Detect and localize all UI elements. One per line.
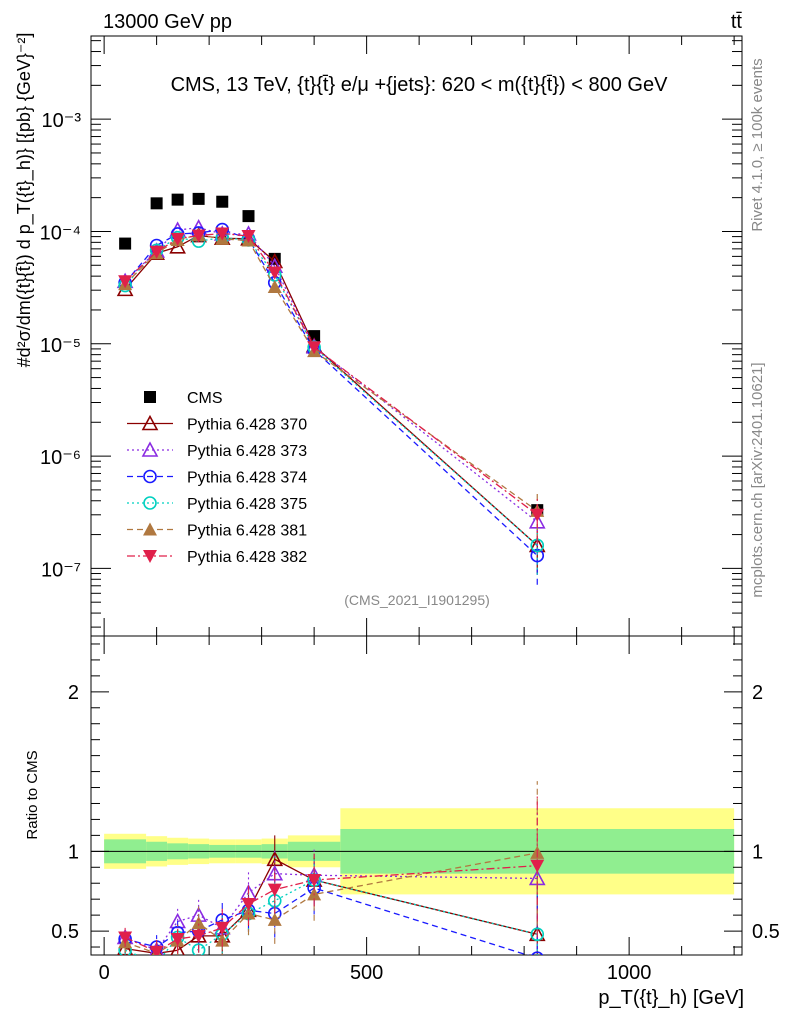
main-panel: CMS, 13 TeV, {t}{t̄} e/μ +{jets}: 620 < …	[14, 33, 743, 637]
data-point	[171, 193, 184, 206]
ratio-point	[530, 927, 545, 942]
y-tick-label: 10⁻⁵	[40, 335, 81, 357]
x-tick-label: 0	[99, 962, 110, 984]
legend: CMS Pythia 6.428 370 Pythia 6.428 373 Pythi…	[127, 390, 307, 566]
ratio-point	[191, 916, 206, 930]
y-tick-label: 10⁻³	[42, 110, 82, 132]
legend-label: Pythia 6.428 375	[187, 496, 307, 513]
x-tick-label: 1000	[607, 962, 652, 984]
ratio-axis-label: Ratio to CMS	[24, 750, 41, 839]
data-point	[119, 237, 132, 250]
ratio-y-tick-label: 2	[68, 682, 79, 704]
data-point	[118, 275, 133, 289]
legend-label: Pythia 6.428 370	[187, 417, 307, 434]
legend-marker	[141, 441, 159, 457]
data-point	[170, 232, 185, 246]
ratio-y-tick-label: 2	[752, 682, 763, 704]
ratio-pythia-6-428-382	[118, 793, 545, 955]
legend-label: CMS	[187, 390, 223, 407]
data-point	[242, 210, 255, 223]
ratio-point	[191, 943, 206, 955]
data-point	[192, 192, 205, 205]
series-pythia-6-428-374	[118, 222, 545, 585]
series-line	[124, 227, 538, 523]
x-axis-label: p_T({t}_h) [GeV]	[598, 987, 744, 1009]
legend-marker	[143, 550, 157, 563]
y-axis-label: #d²σ/dm({t}{t̄}) d p_T({t}_h)} [{pb} {Ge…	[14, 33, 35, 368]
legend-label: Pythia 6.428 373	[187, 443, 307, 460]
mcplots-label: mcplots.cern.ch [arXiv:2401.10621]	[749, 362, 766, 597]
ratio-point	[267, 912, 282, 926]
ratio-point	[170, 941, 185, 955]
ratio-frame	[90, 635, 743, 956]
y-tick-label: 10⁻⁷	[41, 559, 81, 581]
y-tick-label: 10⁻⁶	[40, 447, 81, 469]
series-cms	[119, 192, 544, 517]
header-right: tt̄	[731, 11, 743, 33]
ratio-point	[241, 897, 256, 911]
data-point	[267, 266, 282, 280]
ratio-series-group	[116, 781, 546, 969]
x-tick-label: 500	[350, 962, 383, 984]
data-point	[216, 195, 229, 208]
legend-marker	[144, 391, 156, 403]
ratio-point	[215, 921, 230, 935]
legend-label: Pythia 6.428 381	[187, 523, 307, 540]
data-point	[307, 341, 322, 355]
analysis-watermark: (CMS_2021_I1901295)	[344, 592, 490, 608]
ratio-line	[124, 872, 538, 952]
data-point	[267, 280, 282, 294]
ratio-point	[118, 931, 133, 945]
data-point	[215, 227, 230, 241]
legend-marker	[143, 496, 157, 510]
ratio-y-tick-label: 1	[68, 841, 79, 863]
series-pythia-6-428-382	[118, 227, 545, 544]
ratio-y-tick-label: 0.5	[752, 921, 780, 943]
rivet-label: Rivet 4.1.0, ≥ 100k events	[749, 58, 766, 231]
ratio-point	[149, 945, 164, 955]
ratio-y-tick-label: 1	[752, 841, 763, 863]
plot-title: CMS, 13 TeV, {t}{t̄} e/μ +{jets}: 620 < …	[171, 74, 669, 96]
header-left: 13000 GeV pp	[103, 11, 232, 33]
main-frame	[90, 35, 743, 637]
ratio-point	[170, 933, 185, 947]
legend-marker	[143, 522, 157, 536]
data-point	[191, 229, 206, 243]
ratio-point	[531, 951, 544, 955]
series-pythia-6-428-375	[118, 230, 545, 575]
legend-label: Pythia 6.428 374	[187, 470, 307, 487]
data-point	[169, 238, 186, 254]
data-point	[149, 245, 164, 259]
ratio-y-tick-label: 0.5	[51, 921, 79, 943]
ratio-point	[191, 929, 206, 943]
series-pythia-6-428-373	[116, 219, 546, 551]
series-pythia-6-428-381	[118, 227, 545, 541]
ratio-point	[530, 859, 545, 873]
data-point	[241, 230, 256, 244]
ratio-panel: Ratio to CMS p_T({t}_h) [GeV] 0 500 1000 0.…	[24, 635, 780, 1009]
series-pythia-6-428-370	[116, 226, 546, 575]
legend-label: Pythia 6.428 382	[187, 549, 307, 566]
ratio-line	[124, 865, 538, 953]
ratio-line	[124, 887, 530, 955]
y-tick-label: 10⁻⁴	[40, 222, 81, 244]
ratio-point	[169, 912, 186, 929]
ratio-point	[307, 874, 322, 888]
data-point	[530, 508, 545, 522]
main-series-group	[116, 192, 546, 585]
ratio-point	[151, 957, 163, 969]
legend-marker	[143, 469, 157, 484]
ratio-point	[267, 883, 282, 897]
data-point	[150, 197, 163, 210]
legend-marker	[141, 414, 159, 431]
